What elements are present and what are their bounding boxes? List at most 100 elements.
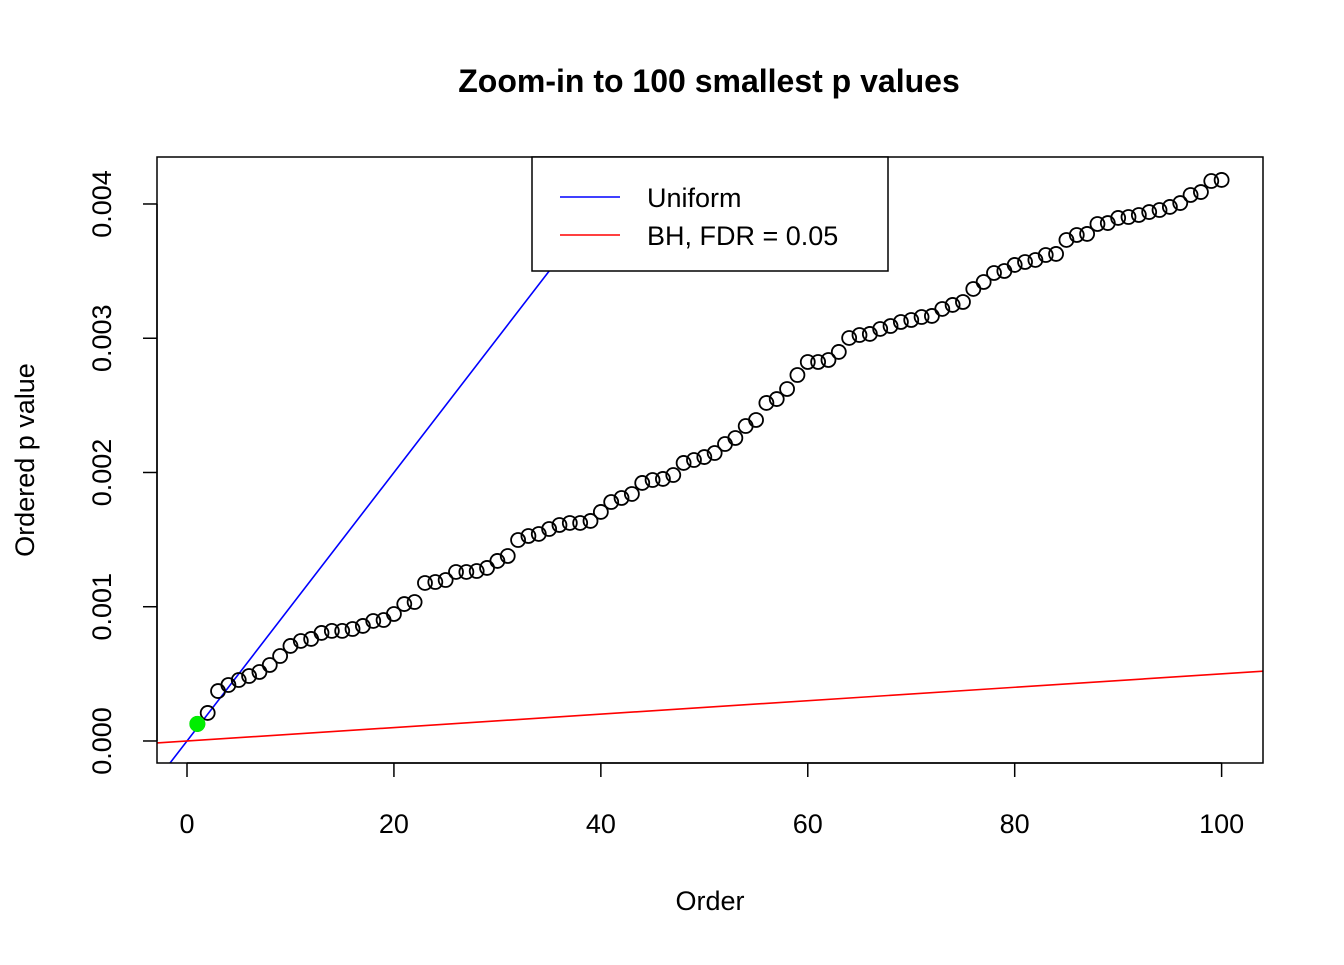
data-point — [634, 475, 651, 491]
data-point — [375, 612, 392, 628]
data-point — [541, 521, 558, 537]
data-point — [282, 638, 299, 654]
data-point — [944, 297, 961, 313]
y-tick-label: 0.001 — [87, 573, 117, 641]
data-point — [675, 455, 692, 471]
data-point — [230, 672, 247, 688]
data-point — [830, 344, 847, 360]
data-point — [768, 391, 785, 407]
data-point — [592, 504, 609, 520]
data-point — [365, 613, 382, 629]
reference-lines — [157, 157, 1263, 763]
y-tick-label: 0.004 — [87, 170, 117, 238]
data-point — [965, 281, 982, 297]
data-point — [872, 321, 889, 337]
x-axis-label: Order — [675, 886, 744, 916]
data-point — [986, 265, 1002, 281]
data-point — [323, 622, 340, 639]
data-point — [748, 412, 764, 428]
data-point — [996, 263, 1013, 279]
x-tick-label: 0 — [179, 809, 194, 839]
chart-title: Zoom-in to 100 smallest p values — [458, 63, 959, 99]
data-point — [706, 445, 723, 461]
y-axis-label: Ordered p value — [10, 363, 40, 557]
data-point — [717, 436, 733, 452]
data-point — [551, 517, 568, 533]
x-tick-label: 80 — [1000, 809, 1030, 839]
y-axis: 0.000 0.001 0.002 0.003 0.004 — [87, 170, 158, 775]
data-point — [458, 564, 475, 580]
data-point — [386, 606, 402, 622]
data-point — [292, 633, 309, 649]
data-point — [1193, 184, 1209, 200]
data-point — [861, 326, 878, 342]
data-point — [665, 467, 682, 483]
data-point — [220, 677, 237, 693]
legend-bh-label: BH, FDR = 0.05 — [647, 221, 838, 251]
data-point — [561, 515, 578, 531]
data-point — [892, 314, 909, 330]
data-point — [1006, 257, 1023, 273]
data-point — [1130, 207, 1147, 223]
data-point — [737, 418, 754, 434]
y-tick-label: 0.003 — [87, 304, 117, 372]
data-point — [934, 301, 951, 317]
data-point — [427, 574, 444, 590]
data-point — [975, 274, 992, 290]
data-point — [779, 381, 795, 397]
data-point — [758, 395, 775, 411]
data-point — [1048, 246, 1064, 262]
data-point — [644, 472, 661, 488]
data-point — [924, 308, 940, 324]
data-point — [468, 563, 485, 579]
data-point — [841, 330, 858, 346]
data-point — [272, 648, 289, 664]
legend-box — [531, 156, 889, 272]
data-point — [1017, 254, 1033, 270]
data-point — [354, 618, 371, 634]
bh-line — [157, 670, 1263, 744]
data-point — [1037, 247, 1054, 263]
data-point — [261, 657, 278, 673]
data-point — [406, 594, 423, 610]
data-point — [530, 526, 547, 542]
data-point — [334, 622, 351, 639]
data-point — [1151, 202, 1168, 218]
legend-uniform-label: Uniform — [647, 183, 742, 213]
data-point — [851, 327, 868, 343]
data-point — [913, 309, 930, 325]
x-tick-label: 60 — [793, 809, 823, 839]
data-point — [1120, 209, 1137, 225]
data-point — [810, 354, 827, 370]
data-point — [1099, 215, 1116, 231]
data-point — [499, 548, 516, 564]
highlighted-point — [189, 715, 206, 732]
data-point — [1068, 227, 1085, 243]
data-point — [313, 625, 330, 641]
data-point — [582, 513, 599, 529]
data-point — [1213, 172, 1230, 188]
uniform-line — [169, 157, 639, 763]
data-point — [572, 515, 589, 531]
data-point — [686, 452, 702, 468]
data-point — [1058, 232, 1075, 248]
x-axis: 0 20 40 60 80 100 — [179, 762, 1244, 839]
data-point — [882, 318, 899, 334]
data-point — [696, 449, 713, 465]
x-tick-label: 20 — [379, 809, 409, 839]
data-point — [1203, 173, 1220, 189]
x-tick-label: 100 — [1199, 809, 1244, 839]
data-point — [303, 631, 320, 647]
data-point — [623, 486, 640, 502]
data-point — [210, 683, 226, 699]
data-point — [199, 705, 216, 721]
data-point — [489, 553, 506, 569]
data-point — [396, 596, 413, 612]
data-point — [613, 490, 630, 506]
y-tick-label: 0.002 — [87, 439, 117, 507]
data-point — [520, 528, 537, 544]
data-point — [437, 572, 454, 588]
y-tick-label: 0.000 — [87, 707, 117, 775]
